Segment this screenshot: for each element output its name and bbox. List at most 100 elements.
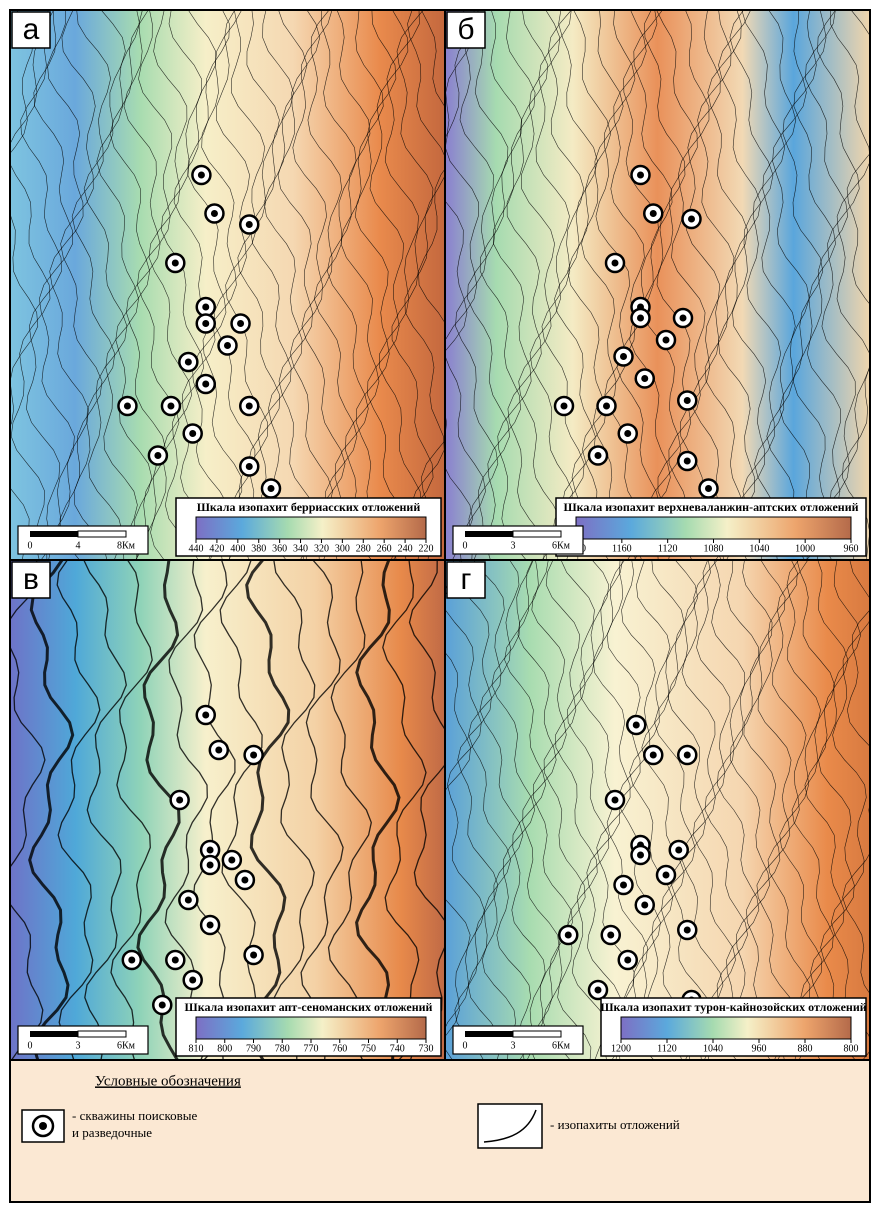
colorbar-tick-label: 800 <box>844 1043 859 1054</box>
well-center <box>176 797 183 804</box>
map-panel: б Шкала изопахит верхневаланжин-аптских о… <box>431 10 875 560</box>
well-center <box>595 452 602 459</box>
colorbar-title: Шкала изопахит апт-сеноманских отложений <box>185 1000 433 1014</box>
well-center <box>215 747 222 754</box>
well-center <box>637 172 644 179</box>
well-center <box>202 320 209 327</box>
well-center <box>641 375 648 382</box>
well-center <box>246 463 253 470</box>
well-center <box>250 952 257 959</box>
colorbar-title: Шкала изопахит верхневаланжин-аптских от… <box>563 500 858 514</box>
panel-letter: г <box>461 563 472 596</box>
colorbar-tick-label: 1120 <box>658 543 678 554</box>
well-center <box>705 485 712 492</box>
well-center <box>607 932 614 939</box>
well-center <box>154 452 161 459</box>
colorbar-tick-label: 300 <box>335 543 350 554</box>
colorbar-tick-label: 960 <box>752 1043 767 1054</box>
well-center <box>688 216 695 223</box>
scale-segment <box>513 1031 561 1037</box>
well-center <box>124 403 131 410</box>
colorbar-tick-label: 730 <box>419 1043 434 1054</box>
colorbar-tick-label: 240 <box>398 543 413 554</box>
colorbar-tick-label: 800 <box>217 1043 232 1054</box>
map-area <box>2 560 453 1060</box>
well-center <box>680 315 687 322</box>
colorbar-tick-label: 740 <box>390 1043 405 1054</box>
well-center <box>633 722 640 729</box>
well-center <box>663 872 670 879</box>
well-center <box>641 902 648 909</box>
well-center <box>198 172 205 179</box>
scale-label: 6Км <box>552 540 571 551</box>
legend-isopachs: - изопахиты отложений <box>550 1117 680 1132</box>
well-center <box>624 430 631 437</box>
well-center <box>228 857 235 864</box>
colorbar-tick-label: 400 <box>230 543 245 554</box>
scale-label: 0 <box>28 1040 33 1051</box>
colorbar-tick-label: 380 <box>251 543 266 554</box>
map-panel: в Шкала изопахит апт-сеноманских отложени… <box>2 560 453 1060</box>
map-area <box>0 10 460 560</box>
colorbar-tick-label: 960 <box>844 543 859 554</box>
panel-letter: в <box>23 563 39 596</box>
scale-segment <box>78 531 126 537</box>
scale-label: 0 <box>28 540 33 551</box>
well-center <box>624 957 631 964</box>
well-center <box>268 485 275 492</box>
well-center <box>675 847 682 854</box>
well-center <box>172 957 179 964</box>
well-center <box>159 1002 166 1009</box>
map-panel: г Шкала изопахит турон-кайнозойских отлож… <box>429 560 875 1060</box>
scale-label: 6Км <box>117 1040 136 1051</box>
colorbar-tick-label: 220 <box>419 543 434 554</box>
well-center <box>684 752 691 759</box>
well-center <box>603 403 610 410</box>
well-center <box>202 712 209 719</box>
colorbar-title: Шкала изопахит турон-кайнозойских отложе… <box>600 1000 866 1014</box>
well-center <box>128 957 135 964</box>
well-center <box>224 342 231 349</box>
well-center <box>595 987 602 994</box>
panel-letter: а <box>23 13 40 46</box>
colorbar-tick-label: 810 <box>189 1043 204 1054</box>
well-center <box>612 797 619 804</box>
colorbar-tick-label: 790 <box>246 1043 261 1054</box>
map-background <box>445 560 870 1060</box>
scale-segment <box>30 531 78 537</box>
colorbar-tick-label: 750 <box>361 1043 376 1054</box>
colorbar-tick-label: 1000 <box>795 543 815 554</box>
well-center <box>561 403 568 410</box>
colorbar <box>576 517 851 539</box>
colorbar-tick-label: 1200 <box>611 1043 631 1054</box>
well-center <box>167 403 174 410</box>
well-center <box>207 847 214 854</box>
scale-label: 3 <box>511 1040 516 1051</box>
scale-label: 3 <box>511 540 516 551</box>
colorbar-tick-label: 440 <box>189 543 204 554</box>
well-center <box>237 320 244 327</box>
scale-label: 4 <box>76 540 81 551</box>
well-center <box>637 315 644 322</box>
figure: аШкала изопахит берриасских отложений440… <box>0 0 875 1209</box>
well-center <box>189 430 196 437</box>
well-center <box>246 221 253 228</box>
colorbar-tick-label: 320 <box>314 543 329 554</box>
well-center <box>612 260 619 267</box>
scale-label: 0 <box>463 540 468 551</box>
colorbar-tick-label: 780 <box>275 1043 290 1054</box>
well-center <box>172 260 179 267</box>
well-center <box>620 882 627 889</box>
map-area <box>429 560 875 1060</box>
colorbar-tick-label: 340 <box>293 543 308 554</box>
well-center <box>189 977 196 984</box>
colorbar-tick-label: 1080 <box>704 543 724 554</box>
scale-segment <box>30 1031 78 1037</box>
well-center <box>620 353 627 360</box>
colorbar-tick-label: 760 <box>332 1043 347 1054</box>
well-center <box>684 458 691 465</box>
well-center <box>663 337 670 344</box>
well-center <box>650 210 657 217</box>
scale-segment <box>465 531 513 537</box>
panel-letter: б <box>457 13 474 46</box>
